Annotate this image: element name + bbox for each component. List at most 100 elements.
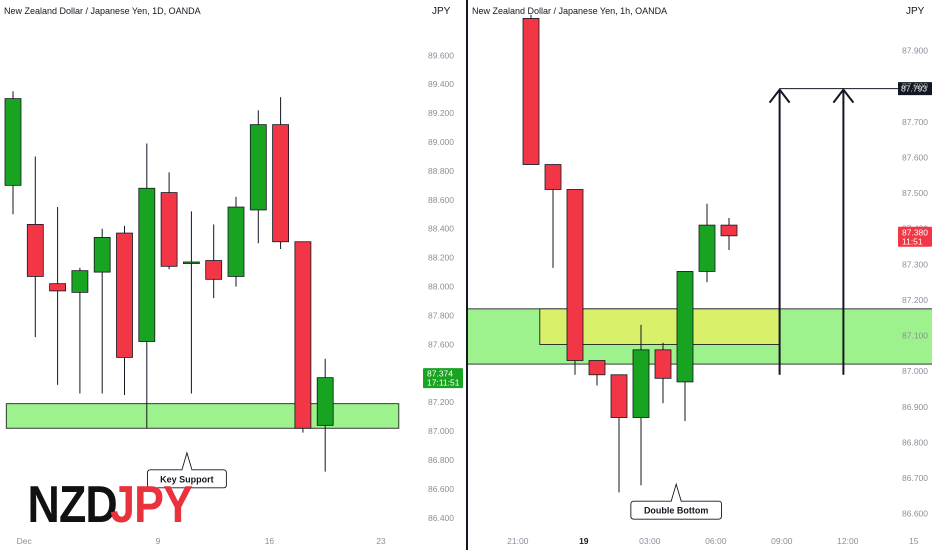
price-tick-hourly-10: 86.900 <box>902 402 928 412</box>
price-tick-daily-5: 88.600 <box>428 195 454 205</box>
target-price-box <box>898 82 932 96</box>
candle-body-daily-4 <box>93 237 111 273</box>
price-tick-daily-10: 87.600 <box>428 339 454 349</box>
price-axis-daily[interactable]: 89.600 89.400 89.200 89.000 88.800 88.600 88.4… <box>428 50 454 523</box>
price-tick-hourly-2: 87.700 <box>902 117 928 127</box>
price-tick-daily-3: 89.000 <box>428 137 454 147</box>
daily-chart-svg[interactable]: New Zealand Dollar / Japanese Yen, 1D, O… <box>0 0 466 550</box>
candle-body-daily-8 <box>182 261 200 264</box>
callout-label-hourly-0: Double Bottom <box>644 506 709 516</box>
candles-hourly <box>522 14 738 493</box>
time-tick-daily-3: 23 <box>376 536 386 546</box>
callout-box-daily-0 <box>147 451 227 489</box>
candle-body-hourly-5 <box>632 349 650 418</box>
candle-body-daily-5 <box>116 232 133 358</box>
candle-body-hourly-7 <box>676 271 694 383</box>
candles-daily <box>4 91 334 472</box>
price-tag-price-daily: 87.374 <box>427 369 453 379</box>
candle-body-daily-12 <box>272 124 290 243</box>
candle-body-hourly-3 <box>588 360 606 376</box>
target-arrow-head-0 <box>768 87 791 104</box>
price-tick-hourly-1: 87.800 <box>902 81 928 91</box>
price-tick-hourly-12: 86.700 <box>902 473 928 483</box>
price-tick-daily-0: 89.600 <box>428 50 454 60</box>
zones-daily <box>5 403 400 429</box>
time-tick-daily-1: 9 <box>156 536 161 546</box>
price-tick-daily-4: 88.800 <box>428 166 454 176</box>
price-tag-box-hourly <box>898 226 932 247</box>
callouts-daily: Key Support <box>147 451 227 489</box>
price-tick-daily-16: 86.400 <box>428 513 454 523</box>
time-axis-hourly[interactable]: 21:00 19 03:00 06:00 09:00 12:00 15 <box>507 536 919 546</box>
price-tick-hourly-13: 86.600 <box>902 509 928 519</box>
price-tick-hourly-6: 87.300 <box>902 259 928 269</box>
symbol-title-hourly: New Zealand Dollar / Japanese Yen, 1h, O… <box>472 6 667 16</box>
time-tick-hourly-6: 15 <box>909 536 919 546</box>
price-tick-daily-13: 87.000 <box>428 426 454 436</box>
candle-body-daily-10 <box>227 206 245 277</box>
time-tick-hourly-1: 19 <box>579 536 589 546</box>
target-hourly: 87.793 <box>768 82 932 375</box>
currency-label-daily: JPY <box>432 6 451 17</box>
callout-box-hourly-0 <box>630 482 722 520</box>
symbol-title-daily: New Zealand Dollar / Japanese Yen, 1D, O… <box>4 6 201 16</box>
price-tick-hourly-8: 87.100 <box>902 331 928 341</box>
candle-body-daily-11 <box>249 124 267 211</box>
candle-body-hourly-4 <box>610 374 628 418</box>
zones-hourly <box>442 308 932 365</box>
price-tick-daily-7: 88.200 <box>428 253 454 263</box>
price-tick-hourly-3: 87.600 <box>902 152 928 162</box>
candle-body-hourly-1 <box>544 164 562 190</box>
daily-chart-panel[interactable]: New Zealand Dollar / Japanese Yen, 1D, O… <box>0 0 466 550</box>
candle-body-daily-1 <box>26 223 44 277</box>
time-tick-hourly-5: 12:00 <box>837 536 859 546</box>
candle-body-daily-0 <box>4 98 22 186</box>
zone-daily-0 <box>5 403 400 429</box>
hourly-chart-panel[interactable]: 87.793 87.900 87.800 87.700 87.600 87.500 87.… <box>442 0 932 550</box>
price-tag-box-daily <box>423 368 463 389</box>
price-tag-time-hourly: 11:51 <box>902 236 923 246</box>
price-tick-hourly-4: 87.500 <box>902 188 928 198</box>
nzdjpy-logo: NZD JPY <box>28 476 194 534</box>
time-axis-daily[interactable]: Dec 9 16 23 <box>17 536 386 546</box>
time-tick-hourly-0: 21:00 <box>507 536 529 546</box>
price-tick-daily-8: 88.000 <box>428 282 454 292</box>
price-tick-daily-12: 87.200 <box>428 397 454 407</box>
price-tick-daily-2: 89.200 <box>428 108 454 118</box>
candle-body-daily-3 <box>71 270 89 293</box>
time-tick-hourly-2: 03:00 <box>639 536 661 546</box>
price-tick-hourly-9: 87.000 <box>902 366 928 376</box>
callout-label-daily-0: Key Support <box>160 474 214 484</box>
price-tick-daily-1: 89.400 <box>428 79 454 89</box>
candle-body-daily-6 <box>138 187 156 342</box>
target-price-label: 87.793 <box>901 84 927 94</box>
callouts-hourly: Double Bottom <box>630 482 722 520</box>
logo-base: NZD <box>28 476 117 534</box>
price-tick-daily-9: 87.800 <box>428 310 454 320</box>
currency-label-hourly: JPY <box>906 6 925 17</box>
candle-body-hourly-9 <box>720 224 738 237</box>
price-tick-daily-6: 88.400 <box>428 224 454 234</box>
price-axis-hourly[interactable]: 87.90087.80087.70087.60087.50087.40087.3… <box>902 46 928 519</box>
candle-body-daily-2 <box>49 283 66 292</box>
candle-body-hourly-8 <box>698 224 716 272</box>
time-tick-daily-2: 16 <box>265 536 275 546</box>
candle-body-hourly-6 <box>654 349 672 379</box>
candle-body-daily-13 <box>294 241 312 429</box>
time-tick-hourly-3: 06:00 <box>705 536 727 546</box>
target-arrow-head-1 <box>832 87 855 104</box>
time-tick-hourly-4: 09:00 <box>771 536 793 546</box>
candle-body-hourly-0 <box>522 18 540 165</box>
logo-quote: JPY <box>110 476 192 534</box>
candle-body-daily-9 <box>205 260 223 280</box>
hourly-chart-svg[interactable]: 87.793 87.900 87.800 87.700 87.600 87.500 87.… <box>442 0 932 550</box>
price-tick-hourly-0: 87.900 <box>902 46 928 56</box>
price-tick-daily-15: 86.600 <box>428 484 454 494</box>
price-tick-hourly-7: 87.200 <box>902 295 928 305</box>
price-tag-price-hourly: 87.380 <box>902 227 928 237</box>
candle-body-daily-14 <box>316 377 334 426</box>
candle-body-daily-7 <box>160 192 178 267</box>
time-tick-daily-0: Dec <box>17 536 33 546</box>
price-tag-time-daily: 17:11:51 <box>427 378 460 388</box>
